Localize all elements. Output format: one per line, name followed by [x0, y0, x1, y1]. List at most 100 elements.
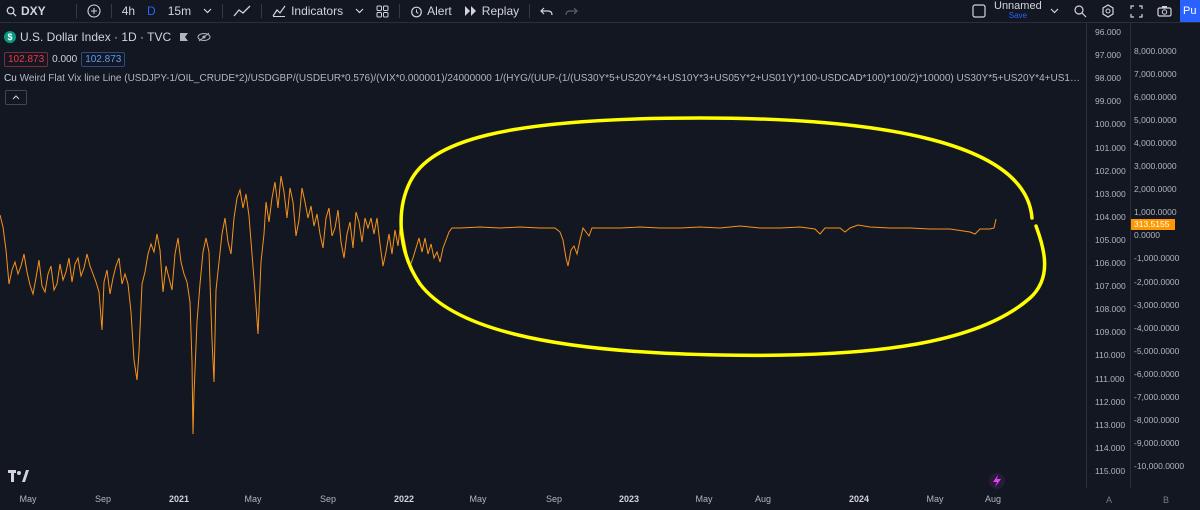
indicator-line	[0, 175, 997, 435]
price-scale-left-label: 96.000	[1095, 27, 1121, 37]
price-scale-right-label: 6,000.0000	[1134, 92, 1177, 103]
divider	[222, 4, 224, 18]
divider	[529, 4, 531, 18]
price-scale-right-label: -2,000.0000	[1134, 276, 1180, 287]
price-scale-divider	[1130, 22, 1131, 488]
redo-button[interactable]	[559, 0, 584, 22]
interval-15m[interactable]: 15m	[167, 4, 192, 18]
price-scale-left-label: 105.000	[1095, 234, 1126, 245]
price-scale-left-label: 101.000	[1095, 142, 1126, 153]
price-scale-left-label: 102.000	[1095, 165, 1126, 176]
time-axis-label: Aug	[984, 494, 1002, 504]
flag-icon[interactable]	[179, 32, 189, 42]
templates-button[interactable]	[349, 0, 370, 22]
fullscreen-icon[interactable]	[1122, 0, 1150, 22]
replay-button[interactable]: Replay	[458, 0, 525, 22]
price-scale-left-label: 104.000	[1095, 211, 1126, 222]
collapse-legend-button[interactable]	[5, 90, 27, 105]
tradingview-logo[interactable]	[8, 469, 30, 486]
price-scale-right-label: 5,000.0000	[1134, 115, 1177, 126]
time-axis-label: May	[926, 494, 944, 504]
dollar-icon: $	[4, 31, 16, 43]
grid-icon	[376, 5, 389, 18]
symbol-name: DXY	[21, 4, 46, 18]
price-scale-right-label: 2,000.0000	[1134, 184, 1177, 195]
price-scale-right-label: 3,000.0000	[1134, 161, 1177, 172]
divider	[261, 4, 263, 18]
ask-value: 102.873	[81, 52, 126, 67]
camera-icon[interactable]	[1150, 0, 1178, 22]
highlight-ellipse-annotation	[399, 116, 1047, 358]
layout-grid-button[interactable]	[370, 0, 395, 22]
price-scale-right-label: -5,000.0000	[1134, 345, 1180, 356]
alert-button[interactable]: Alert	[404, 0, 458, 22]
time-axis-label: May	[695, 494, 713, 504]
price-scale-right-label: -8,000.0000	[1134, 414, 1180, 425]
price-scale-left-label: 103.000	[1095, 188, 1126, 199]
interval-d[interactable]: D	[147, 4, 156, 18]
indicators-label: Indicators	[291, 4, 344, 18]
gear-icon[interactable]	[1094, 0, 1122, 22]
price-scale-right-label: 4,000.0000	[1134, 138, 1177, 149]
layout-save[interactable]: Unnamed Save	[972, 0, 1059, 22]
price-scale-right-label: 7,000.0000	[1134, 69, 1177, 80]
auto-scale-button[interactable]: A	[1106, 495, 1113, 505]
divider	[110, 4, 112, 18]
time-axis-label: May	[469, 494, 487, 504]
undo-icon	[540, 6, 553, 16]
price-scale-right-label: -10,000.0000	[1134, 460, 1185, 471]
spread-value: 0.000	[52, 54, 78, 65]
time-axis-label: 2022	[393, 494, 415, 504]
chart-type-button[interactable]	[227, 0, 257, 22]
price-scale-left-label: 109.000	[1095, 327, 1126, 338]
price-scale-left-label: 99.000	[1095, 96, 1121, 107]
indicators-button[interactable]: Indicators	[266, 0, 349, 22]
symbol-search[interactable]: DXY	[0, 0, 52, 22]
legend-title[interactable]: U.S. Dollar Index · 1D · TVC	[20, 30, 172, 44]
compare-button[interactable]	[81, 0, 107, 22]
quick-search-icon[interactable]	[1066, 0, 1094, 22]
interval-dropdown[interactable]	[197, 0, 218, 22]
price-scale-right-label: 8,000.0000	[1134, 46, 1177, 56]
price-scale-left-label: 98.000	[1095, 73, 1121, 84]
scale-b-button[interactable]: B	[1163, 495, 1170, 505]
price-scale-left-label: 110.000	[1095, 350, 1126, 361]
time-axis-label: May	[244, 494, 262, 504]
right-toolbar-icons	[1066, 0, 1178, 22]
replay-icon	[464, 5, 478, 17]
time-axis-label: Aug	[754, 494, 772, 504]
layout-name: Unnamed	[994, 0, 1042, 12]
price-scale-left-label: 107.000	[1095, 281, 1126, 292]
alarm-clock-icon	[410, 5, 423, 18]
undo-button[interactable]	[534, 0, 559, 22]
publish-button[interactable]: Pu	[1180, 0, 1200, 22]
eye-off-icon[interactable]	[197, 32, 211, 42]
price-scale-right-label: -1,000.0000	[1134, 253, 1180, 264]
chart-legend: $ U.S. Dollar Index · 1D · TVC	[4, 30, 211, 44]
price-scale-left-label: 111.000	[1095, 373, 1125, 384]
save-label: Save	[1008, 11, 1027, 20]
layout-square-icon	[972, 4, 986, 18]
chart-canvas[interactable]	[0, 22, 1086, 488]
last-price-tag: 313.5155	[1131, 219, 1175, 230]
plus-circle-icon	[87, 4, 101, 18]
time-axis-label: Sep	[94, 494, 112, 504]
replay-label: Replay	[481, 4, 520, 18]
chevron-down-icon	[355, 8, 364, 14]
time-axis-label: 2024	[848, 494, 870, 504]
divider	[75, 4, 77, 18]
interval-4h[interactable]: 4h	[121, 4, 136, 18]
price-scale-right-label: 1,000.0000	[1134, 207, 1177, 218]
time-axis-label: May	[19, 494, 37, 504]
chevron-down-icon	[203, 8, 212, 14]
price-scale-right-label: -4,000.0000	[1134, 322, 1180, 333]
price-scale-divider	[1086, 22, 1087, 488]
time-axis-label: 2023	[618, 494, 640, 504]
lightning-icon[interactable]	[989, 473, 1005, 489]
legend-values: 102.873 0.000 102.873	[4, 52, 126, 67]
price-scale-left-label: 114.000	[1095, 442, 1126, 453]
indicators-icon	[272, 5, 286, 17]
price-scale-left-label: 113.000	[1095, 419, 1126, 430]
time-axis-label: Sep	[319, 494, 337, 504]
top-toolbar: DXY 4h D 15m Indicators	[0, 0, 1200, 23]
